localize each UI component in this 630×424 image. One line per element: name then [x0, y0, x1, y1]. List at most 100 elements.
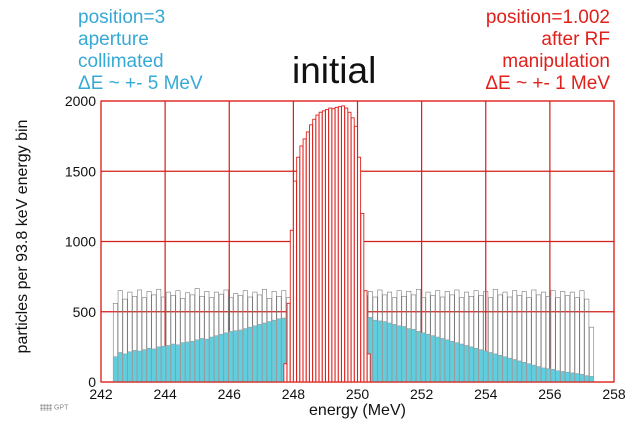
bar — [569, 372, 575, 383]
bar — [488, 352, 494, 383]
plot-frame — [100, 100, 615, 383]
x-axis-ticks: 242 244 246 248 250 252 254 256 258 — [89, 386, 626, 402]
annotation-left-line-1: position=3 — [78, 7, 166, 28]
bar — [223, 332, 229, 383]
bar — [213, 335, 219, 383]
bar — [531, 364, 537, 383]
bar — [334, 106, 339, 383]
y-axis-label: particles per 93.8 keV energy bin — [14, 120, 31, 354]
bar — [415, 331, 421, 383]
bar — [353, 125, 358, 383]
bar — [382, 321, 388, 383]
bar — [175, 344, 181, 383]
bar — [540, 367, 546, 383]
chart-title: initial — [292, 50, 377, 91]
annotation-right: position=1.002 after RF manipulation ΔE … — [485, 7, 610, 95]
bar — [325, 108, 330, 383]
bar — [478, 349, 484, 383]
y-tick-label: 0 — [88, 374, 96, 390]
bar — [247, 326, 253, 383]
bar — [218, 333, 224, 383]
x-tick-label: 252 — [410, 386, 434, 402]
bar — [132, 350, 138, 383]
bar — [363, 290, 368, 383]
bar — [271, 319, 277, 383]
bar — [318, 111, 323, 383]
x-tick-label: 242 — [89, 386, 113, 402]
bar — [420, 332, 426, 383]
bar — [262, 322, 267, 383]
y-tick-label: 1500 — [65, 163, 96, 179]
bar — [357, 156, 362, 383]
bar — [204, 338, 210, 383]
bar — [372, 319, 378, 383]
bar — [151, 348, 157, 383]
annotation-right-line-3: manipulation — [502, 51, 610, 72]
bar — [502, 356, 508, 383]
logo-dots-icon — [40, 404, 52, 411]
bar — [344, 107, 349, 383]
bar — [276, 318, 282, 383]
bar — [550, 369, 556, 383]
y-tick-label: 2000 — [65, 93, 96, 109]
bar — [180, 342, 186, 383]
bar — [473, 347, 479, 383]
bar — [305, 131, 310, 383]
bar — [497, 355, 503, 383]
bar — [526, 363, 532, 383]
bar — [377, 320, 383, 383]
bar — [574, 373, 580, 383]
bar — [122, 353, 128, 383]
x-axis-label: energy (MeV) — [309, 402, 406, 419]
bar — [189, 340, 195, 383]
gpt-logo: GPT — [40, 404, 68, 411]
bar — [350, 117, 355, 383]
bar — [536, 366, 542, 383]
x-tick-label: 250 — [346, 386, 370, 402]
bar — [156, 346, 162, 383]
bar — [161, 345, 166, 383]
bar — [449, 340, 455, 383]
bar — [286, 302, 291, 383]
bar — [425, 333, 431, 383]
bar — [257, 324, 263, 383]
bar — [309, 124, 313, 383]
bar — [321, 110, 326, 383]
bar — [512, 359, 518, 383]
bar — [366, 353, 371, 383]
bar — [360, 212, 365, 383]
bar — [299, 145, 304, 383]
bar — [555, 370, 561, 383]
bar — [141, 349, 147, 383]
bar — [328, 107, 333, 383]
annotation-right-line-2: after RF — [541, 29, 610, 50]
bar — [194, 339, 200, 383]
bar — [516, 360, 522, 383]
bar — [406, 328, 412, 383]
y-tick-label: 1000 — [65, 234, 96, 250]
bar — [430, 335, 436, 383]
x-tick-label: 246 — [218, 386, 242, 402]
bar — [283, 363, 288, 383]
bar — [237, 329, 243, 383]
bar — [331, 108, 336, 383]
annotation-right-line-1: position=1.002 — [485, 7, 610, 28]
bar — [302, 138, 307, 383]
bar — [468, 346, 474, 383]
bar — [266, 321, 272, 383]
bar — [293, 180, 297, 383]
bar — [454, 342, 460, 383]
bar — [435, 336, 441, 383]
annotation-left-line-4: ΔE ~ +- 5 MeV — [78, 73, 203, 94]
bar — [459, 343, 465, 383]
logo-text: GPT — [53, 404, 69, 412]
annotation-left-line-2: aperture — [78, 29, 149, 50]
bar — [560, 371, 566, 383]
bar — [579, 373, 585, 383]
bar — [165, 345, 171, 383]
bar — [228, 331, 234, 383]
annotation-left: position=3 aperture collimated ΔE ~ +- 5… — [78, 7, 203, 95]
bar — [233, 330, 239, 383]
bar — [136, 350, 142, 383]
